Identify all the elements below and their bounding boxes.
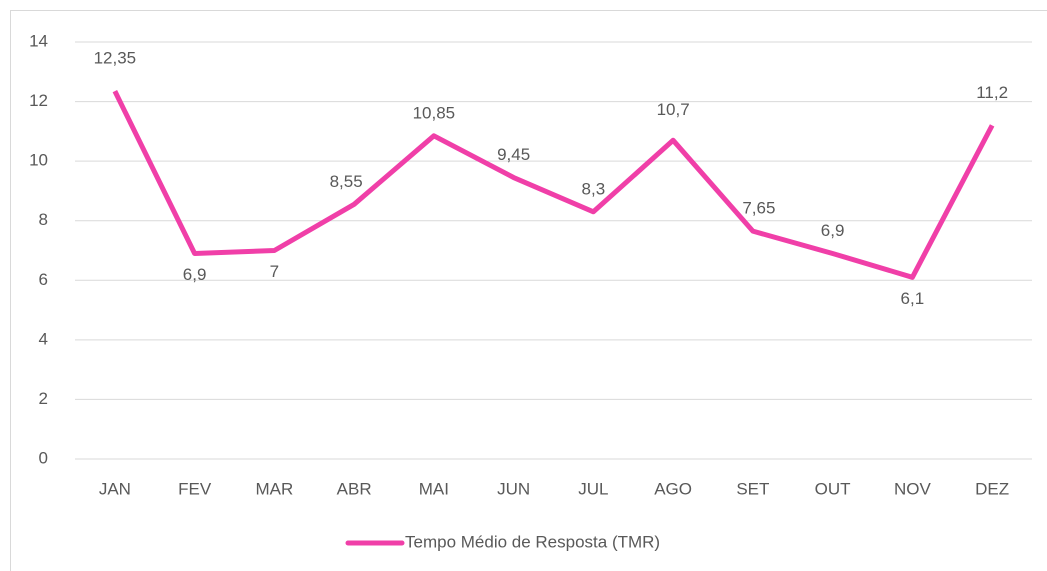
x-tick-label: DEZ <box>975 479 1009 498</box>
data-label: 11,2 <box>976 83 1008 102</box>
x-tick-label: JUN <box>497 479 530 498</box>
y-tick-label: 4 <box>39 329 48 348</box>
data-line <box>112 90 995 280</box>
y-tick-label: 0 <box>39 448 48 467</box>
data-label: 6,9 <box>821 221 845 240</box>
chart-border <box>10 10 1047 571</box>
x-tick-label: OUT <box>815 479 851 498</box>
data-label: 10,85 <box>413 103 456 122</box>
y-tick-label: 14 <box>29 31 48 50</box>
y-tick-label: 10 <box>29 151 48 170</box>
x-tick-label: SET <box>736 479 769 498</box>
data-label: 12,35 <box>94 49 137 68</box>
x-tick-label: AGO <box>654 479 692 498</box>
data-label: 7,65 <box>742 199 775 218</box>
x-tick-label: JAN <box>99 479 131 498</box>
legend-label: Tempo Médio de Resposta (TMR) <box>405 532 660 551</box>
y-tick-label: 6 <box>39 270 48 289</box>
data-label: 10,7 <box>657 100 690 119</box>
data-label: 8,3 <box>582 179 606 198</box>
x-tick-label: JUL <box>578 479 608 498</box>
data-label: 6,1 <box>901 289 925 308</box>
data-label: 6,9 <box>183 265 207 284</box>
x-tick-label: MAI <box>419 479 449 498</box>
x-tick-label: FEV <box>178 479 212 498</box>
y-tick-label: 8 <box>39 210 48 229</box>
x-tick-label: ABR <box>337 479 372 498</box>
x-tick-label: MAR <box>255 479 293 498</box>
x-tick-label: NOV <box>894 479 932 498</box>
y-tick-label: 2 <box>39 389 48 408</box>
data-label: 8,55 <box>330 172 363 191</box>
data-label: 9,45 <box>497 145 530 164</box>
data-label: 7 <box>270 262 279 281</box>
y-tick-label: 12 <box>29 91 48 110</box>
